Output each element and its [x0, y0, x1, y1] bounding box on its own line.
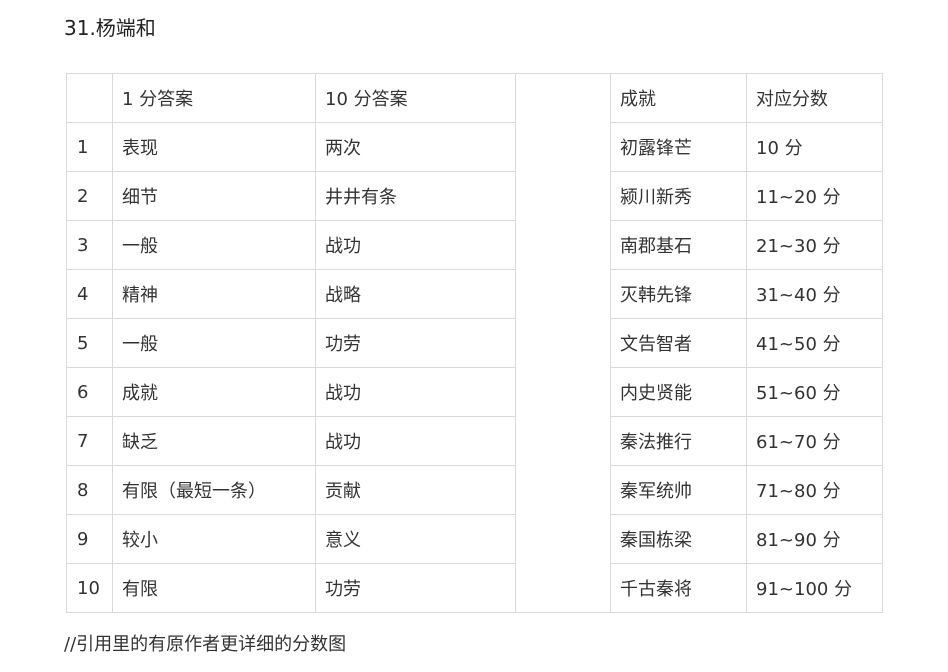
achievement-name: 南郡基石 [610, 220, 747, 270]
header-index [66, 73, 113, 123]
achievement-name: 秦军统帅 [610, 465, 747, 515]
row-index: 9 [66, 514, 113, 564]
table-row: 6 成就 战功 内史贤能 51~60 分 [66, 367, 883, 417]
achievement-name: 内史贤能 [610, 367, 747, 417]
table-row: 7 缺乏 战功 秦法推行 61~70 分 [66, 416, 883, 466]
table-row: 9 较小 意义 秦国栋梁 81~90 分 [66, 514, 883, 564]
score-range: 31~40 分 [746, 269, 883, 319]
table-row: 8 有限（最短一条） 贡献 秦军统帅 71~80 分 [66, 465, 883, 515]
score-range: 51~60 分 [746, 367, 883, 417]
ten-point-answer: 战略 [315, 269, 516, 319]
score-range: 10 分 [746, 122, 883, 172]
ten-point-answer: 意义 [315, 514, 516, 564]
one-point-answer: 有限 [112, 563, 316, 613]
achievement-name: 颍川新秀 [610, 171, 747, 221]
footer-note: //引用里的有原作者更详细的分数图 [64, 634, 347, 655]
ten-point-answer: 战功 [315, 220, 516, 270]
table-row: 1 表现 两次 初露锋芒 10 分 [66, 122, 883, 172]
table-row: 2 细节 井井有条 颍川新秀 11~20 分 [66, 171, 883, 221]
score-range: 41~50 分 [746, 318, 883, 368]
score-table: 1 分答案 10 分答案 成就 对应分数 1 表现 两次 初露锋芒 10 分 2 细节 井井有条 颍川新… [66, 73, 883, 613]
achievement-name: 初露锋芒 [610, 122, 747, 172]
one-point-answer: 成就 [112, 367, 316, 417]
header-achievement: 成就 [610, 73, 747, 123]
one-point-answer: 缺乏 [112, 416, 316, 466]
one-point-answer: 一般 [112, 220, 316, 270]
one-point-answer: 较小 [112, 514, 316, 564]
row-index: 4 [66, 269, 113, 319]
score-range: 11~20 分 [746, 171, 883, 221]
ten-point-answer: 战功 [315, 416, 516, 466]
one-point-answer: 有限（最短一条） [112, 465, 316, 515]
one-point-answer: 精神 [112, 269, 316, 319]
one-point-answer: 表现 [112, 122, 316, 172]
score-range: 71~80 分 [746, 465, 883, 515]
row-index: 7 [66, 416, 113, 466]
row-index: 6 [66, 367, 113, 417]
achievement-name: 千古秦将 [610, 563, 747, 613]
header-10-point-answer: 10 分答案 [315, 73, 516, 123]
row-index: 10 [66, 563, 113, 613]
ten-point-answer: 功劳 [315, 563, 516, 613]
score-range: 91~100 分 [746, 563, 883, 613]
header-row: 1 分答案 10 分答案 成就 对应分数 [66, 73, 883, 613]
table-row: 10 有限 功劳 千古秦将 91~100 分 [66, 563, 883, 613]
table-row: 5 一般 功劳 文告智者 41~50 分 [66, 318, 883, 368]
score-range: 81~90 分 [746, 514, 883, 564]
row-index: 2 [66, 171, 113, 221]
header-1-point-answer: 1 分答案 [112, 73, 316, 123]
row-index: 5 [66, 318, 113, 368]
row-index: 8 [66, 465, 113, 515]
achievement-name: 秦法推行 [610, 416, 747, 466]
section-title: 31.杨端和 [64, 16, 156, 40]
one-point-answer: 一般 [112, 318, 316, 368]
score-range: 61~70 分 [746, 416, 883, 466]
ten-point-answer: 两次 [315, 122, 516, 172]
table-row: 3 一般 战功 南郡基石 21~30 分 [66, 220, 883, 270]
row-index: 3 [66, 220, 113, 270]
header-score: 对应分数 [746, 73, 883, 123]
table-row: 4 精神 战略 灭韩先锋 31~40 分 [66, 269, 883, 319]
ten-point-answer: 贡献 [315, 465, 516, 515]
spacer-cell [515, 73, 611, 613]
achievement-name: 灭韩先锋 [610, 269, 747, 319]
row-index: 1 [66, 122, 113, 172]
ten-point-answer: 功劳 [315, 318, 516, 368]
one-point-answer: 细节 [112, 171, 316, 221]
ten-point-answer: 井井有条 [315, 171, 516, 221]
ten-point-answer: 战功 [315, 367, 516, 417]
achievement-name: 文告智者 [610, 318, 747, 368]
achievement-name: 秦国栋梁 [610, 514, 747, 564]
score-range: 21~30 分 [746, 220, 883, 270]
